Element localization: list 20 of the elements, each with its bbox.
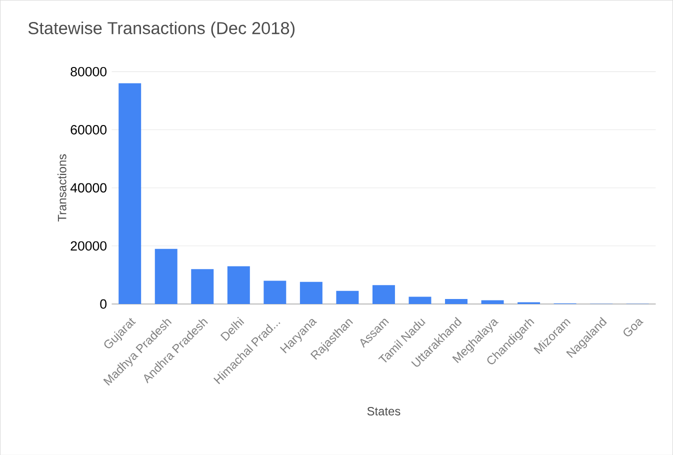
bar bbox=[191, 268, 214, 304]
chart-title: Statewise Transactions (Dec 2018) bbox=[28, 21, 295, 38]
bar bbox=[227, 266, 250, 304]
bar bbox=[445, 298, 468, 304]
y-tick-label: 80000 bbox=[70, 66, 107, 76]
y-tick-label: 40000 bbox=[70, 182, 107, 192]
bar bbox=[300, 282, 322, 304]
bar bbox=[336, 290, 359, 304]
bar bbox=[118, 83, 142, 304]
bar bbox=[481, 300, 504, 304]
y-tick-label: 0 bbox=[100, 299, 107, 309]
bar bbox=[264, 280, 286, 304]
bar bbox=[372, 284, 395, 304]
y-axis-title: Transactions bbox=[58, 154, 66, 222]
y-tick-label: 20000 bbox=[70, 241, 107, 250]
y-tick-label: 60000 bbox=[70, 124, 107, 134]
x-tick-label: Goa bbox=[624, 318, 644, 336]
x-axis-title: States bbox=[367, 406, 400, 416]
bar bbox=[154, 248, 178, 304]
bar bbox=[408, 296, 432, 304]
